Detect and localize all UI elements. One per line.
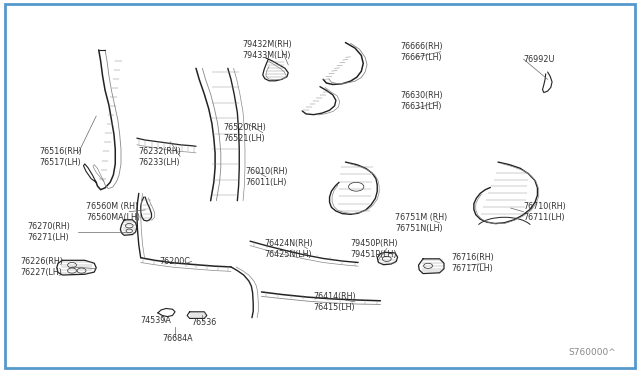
Text: 76751M (RH): 76751M (RH) xyxy=(395,213,447,222)
Text: 79450P(RH): 79450P(RH) xyxy=(350,238,397,247)
Text: 79433M(LH): 79433M(LH) xyxy=(243,51,291,60)
Text: 76232(RH): 76232(RH) xyxy=(139,147,182,155)
Text: 76425N(LH): 76425N(LH) xyxy=(264,250,312,259)
Text: 76200C: 76200C xyxy=(160,257,191,266)
Text: 76270(RH): 76270(RH) xyxy=(28,222,70,231)
Text: 76520(RH): 76520(RH) xyxy=(223,123,266,132)
Text: 76751N(LH): 76751N(LH) xyxy=(395,224,443,233)
Text: 76424N(RH): 76424N(RH) xyxy=(264,238,313,247)
Text: 76227(LH): 76227(LH) xyxy=(20,268,62,277)
Text: 79451P(LH): 79451P(LH) xyxy=(350,250,396,259)
Text: 76631(LH): 76631(LH) xyxy=(400,102,442,112)
Text: 79432M(RH): 79432M(RH) xyxy=(243,40,292,49)
Text: 76521(LH): 76521(LH) xyxy=(223,134,265,143)
Text: 76666(RH): 76666(RH) xyxy=(400,42,443,51)
Text: 76684A: 76684A xyxy=(163,334,193,343)
Text: 76717(LH): 76717(LH) xyxy=(451,264,493,273)
Text: 76226(RH): 76226(RH) xyxy=(20,257,63,266)
Text: 76630(RH): 76630(RH) xyxy=(400,92,443,100)
Text: 76716(RH): 76716(RH) xyxy=(451,253,493,262)
Text: S760000^: S760000^ xyxy=(568,348,616,357)
Text: 76010(RH): 76010(RH) xyxy=(245,167,287,176)
Text: 76560MA(LH): 76560MA(LH) xyxy=(86,213,140,222)
Text: 76233(LH): 76233(LH) xyxy=(139,158,180,167)
Text: 74539A: 74539A xyxy=(141,316,172,325)
Text: 76710(RH): 76710(RH) xyxy=(524,202,566,211)
Text: 76517(LH): 76517(LH) xyxy=(39,158,81,167)
Text: 76271(LH): 76271(LH) xyxy=(28,233,69,242)
Text: 76560M (RH): 76560M (RH) xyxy=(86,202,138,211)
Text: 76667(LH): 76667(LH) xyxy=(400,53,442,62)
Text: 76711(LH): 76711(LH) xyxy=(524,213,565,222)
Text: 76992U: 76992U xyxy=(524,55,555,64)
Text: 76011(LH): 76011(LH) xyxy=(245,178,287,187)
Text: 76516(RH): 76516(RH) xyxy=(39,147,82,155)
Text: 76536: 76536 xyxy=(191,318,217,327)
Text: 76415(LH): 76415(LH) xyxy=(314,303,355,312)
Text: 76414(RH): 76414(RH) xyxy=(314,292,356,301)
